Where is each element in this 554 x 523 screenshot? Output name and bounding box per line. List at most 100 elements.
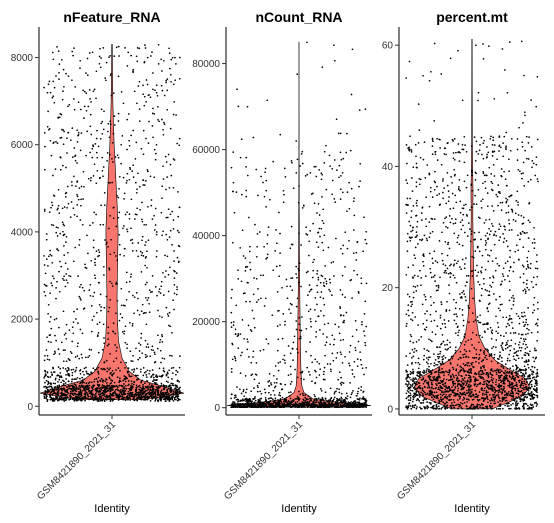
data-point	[132, 371, 135, 373]
data-point	[433, 396, 436, 399]
data-point	[338, 406, 341, 409]
data-point	[76, 398, 79, 401]
data-point	[117, 156, 120, 159]
data-point	[138, 357, 141, 359]
data-point	[536, 301, 539, 304]
data-point	[486, 289, 488, 292]
data-point	[157, 391, 159, 394]
data-point	[523, 360, 526, 363]
data-point	[179, 398, 181, 401]
data-point	[308, 254, 310, 257]
data-point	[150, 291, 152, 293]
data-point	[479, 321, 482, 324]
data-point	[474, 319, 477, 321]
data-point	[108, 267, 111, 269]
data-point	[128, 375, 131, 378]
data-point	[172, 219, 175, 221]
data-point	[231, 288, 233, 291]
data-point	[364, 300, 367, 303]
data-point	[115, 384, 117, 387]
data-point	[70, 369, 73, 371]
data-point	[166, 108, 169, 111]
data-point	[328, 402, 331, 404]
data-point	[252, 293, 255, 296]
data-point	[409, 352, 411, 355]
data-point	[362, 396, 365, 398]
data-point	[429, 296, 432, 298]
data-point	[120, 287, 123, 290]
data-point	[471, 388, 473, 391]
data-point	[480, 294, 483, 297]
data-point	[509, 349, 512, 352]
data-point	[147, 94, 150, 97]
data-point	[168, 266, 171, 269]
data-point	[519, 397, 521, 400]
data-point	[154, 207, 157, 210]
data-point	[465, 275, 468, 277]
data-point	[364, 108, 367, 111]
data-point	[69, 396, 72, 399]
data-point	[503, 375, 506, 378]
data-point	[446, 343, 448, 346]
data-point	[171, 378, 173, 380]
data-point	[51, 388, 54, 391]
data-point	[92, 222, 94, 224]
data-point	[527, 363, 529, 366]
data-point	[177, 191, 179, 193]
data-point	[234, 333, 237, 335]
data-point	[319, 401, 321, 404]
data-point	[173, 277, 176, 279]
data-point	[50, 371, 53, 374]
data-point	[66, 386, 68, 388]
data-point	[133, 312, 135, 315]
data-point	[165, 395, 168, 397]
data-point	[97, 399, 99, 402]
data-point	[106, 395, 109, 398]
data-point	[92, 295, 94, 298]
data-point	[175, 293, 178, 296]
data-point	[146, 380, 149, 383]
data-point	[232, 190, 234, 193]
data-point	[272, 404, 275, 407]
data-point	[160, 382, 163, 385]
data-point	[104, 388, 107, 390]
data-point	[464, 144, 466, 146]
data-point	[332, 261, 335, 263]
data-point	[341, 381, 343, 384]
data-point	[93, 384, 96, 387]
data-point	[481, 336, 484, 339]
data-point	[153, 351, 156, 354]
data-point	[128, 290, 130, 293]
panel-title-percent-mt: percent.mt	[436, 9, 508, 25]
data-point	[342, 382, 345, 384]
data-point	[503, 387, 506, 390]
data-point	[67, 251, 69, 254]
data-point	[478, 250, 481, 253]
data-point	[520, 380, 523, 383]
data-point	[255, 277, 258, 280]
data-point	[472, 404, 475, 406]
data-point	[65, 72, 67, 75]
data-point	[153, 214, 155, 217]
data-point	[280, 401, 283, 403]
data-point	[151, 218, 154, 220]
data-point	[264, 396, 267, 399]
data-point	[70, 384, 72, 387]
data-point	[79, 373, 82, 375]
data-point	[245, 300, 247, 303]
data-point	[481, 266, 483, 269]
data-point	[254, 396, 256, 398]
data-point	[105, 61, 108, 64]
data-point	[131, 360, 134, 363]
data-point	[149, 355, 152, 358]
data-point	[422, 390, 425, 393]
data-point	[289, 383, 292, 385]
data-point	[299, 335, 302, 338]
data-point	[163, 94, 166, 97]
data-point	[422, 158, 425, 161]
data-point	[83, 393, 86, 396]
data-point	[53, 350, 56, 353]
data-point	[144, 264, 147, 267]
data-point	[341, 191, 344, 194]
data-point	[413, 378, 416, 381]
